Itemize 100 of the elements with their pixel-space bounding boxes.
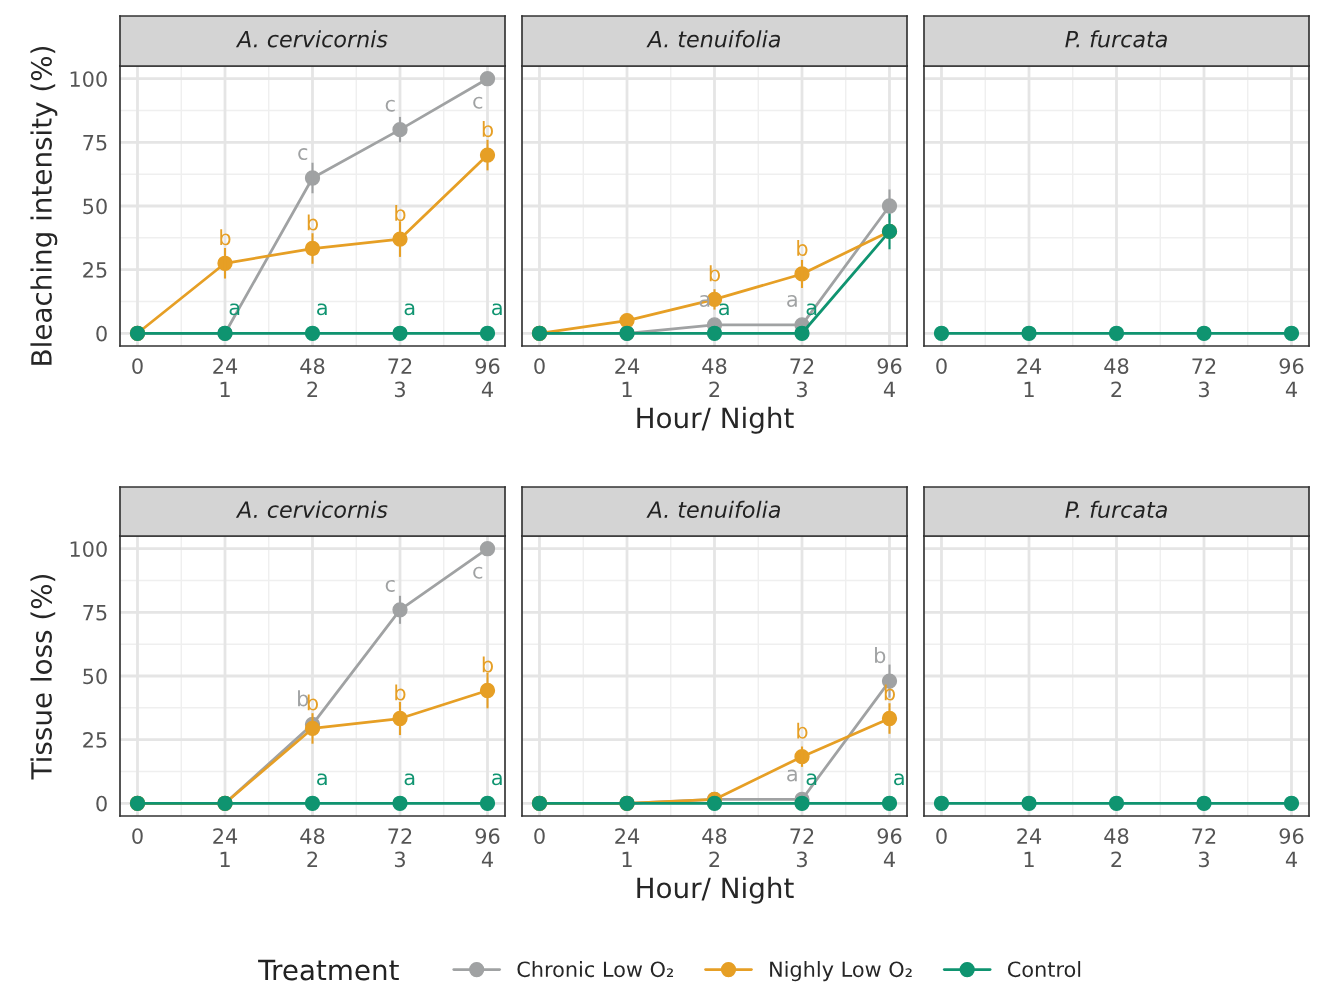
data-label: c — [385, 99, 395, 112]
legend-label: Nighly Low O₂ — [770, 961, 912, 982]
x-tick-label: 0 — [936, 828, 947, 844]
data-label: b — [395, 205, 406, 222]
chart-title: A. tenuifolia — [646, 500, 780, 518]
data-label: a — [787, 294, 797, 307]
x-tick-label: 0 — [132, 358, 143, 374]
point — [706, 325, 723, 341]
data-label: a — [404, 773, 415, 786]
x-tick-label: 72 3 — [790, 358, 814, 398]
y-tick-label: 0 — [96, 795, 107, 812]
legend-label: Chronic Low O₂ — [517, 961, 674, 978]
data-label: c — [473, 566, 483, 579]
data-label: b — [709, 265, 720, 282]
point — [479, 325, 496, 341]
data-label: c — [298, 148, 308, 161]
chart-title: A. cervicornis — [235, 30, 388, 48]
x-tick-label: 48 2 — [1104, 828, 1129, 867]
y-tick-label: 75 — [83, 135, 107, 151]
x-tick-label: 48 2 — [1104, 358, 1129, 397]
data-label: a — [806, 773, 817, 786]
y-axis-title: Bleaching intensity (%) — [30, 46, 58, 365]
x-tick-label: 96 4 — [877, 358, 902, 397]
y-tick-label: 25 — [83, 732, 107, 748]
data-label: a — [317, 303, 327, 316]
y-axis-title: Tissue loss (%) — [30, 574, 56, 780]
data-label: c — [473, 96, 483, 109]
y-tick-label: 50 — [83, 668, 107, 685]
x-tick-label: 24 1 — [615, 358, 640, 397]
point — [794, 795, 810, 811]
point — [392, 325, 408, 341]
data-label: a — [317, 773, 327, 786]
point — [479, 541, 496, 557]
point — [479, 71, 496, 87]
x-tick-label: 48 2 — [300, 358, 325, 397]
point — [392, 795, 408, 811]
x-tick-label: 24 1 — [213, 828, 238, 867]
data-label: a — [229, 303, 240, 316]
x-tick-label: 72 3 — [388, 358, 412, 398]
x-tick-label: 72 3 — [1192, 358, 1216, 398]
data-label: b — [875, 647, 886, 664]
data-label: a — [492, 303, 502, 316]
y-tick-label: 100 — [70, 71, 107, 87]
x-tick-label: 96 4 — [877, 828, 902, 867]
data-label: b — [395, 684, 406, 701]
point — [479, 795, 496, 811]
data-label: b — [482, 656, 493, 673]
x-tick-label: 24 1 — [213, 358, 238, 397]
legend-label: Control — [1007, 961, 1081, 978]
x-tick-label: 48 2 — [300, 828, 325, 867]
point — [881, 795, 898, 811]
x-tick-label: 48 2 — [702, 828, 727, 867]
y-tick-label: 50 — [83, 198, 107, 215]
data-label: b — [307, 214, 318, 231]
x-tick-label: 24 1 — [1017, 358, 1042, 397]
y-tick-label: 75 — [83, 605, 107, 621]
x-tick-label: 72 3 — [790, 828, 814, 868]
y-tick-label: 100 — [70, 541, 107, 557]
point — [706, 795, 723, 811]
x-tick-label: 0 — [534, 358, 545, 374]
x-tick-label: 0 — [534, 828, 545, 844]
x-tick-label: 24 1 — [1017, 828, 1042, 867]
x-axis-title: Hour/ Night — [637, 876, 794, 904]
data-label: b — [220, 229, 231, 246]
y-tick-label: 0 — [96, 325, 107, 342]
data-label: b — [298, 690, 309, 707]
data-label: b — [797, 722, 808, 739]
data-label: b — [482, 121, 493, 138]
data-label: a — [787, 769, 797, 782]
data-label: a — [404, 303, 415, 316]
data-label: a — [492, 773, 502, 786]
chart-title: P. furcata — [1065, 30, 1167, 48]
x-tick-label: 0 — [936, 358, 947, 374]
x-axis-title: Hour/ Night — [637, 406, 794, 434]
chart-title: P. furcata — [1065, 500, 1167, 518]
x-tick-label: 24 1 — [615, 828, 640, 867]
data-label: a — [699, 294, 710, 307]
point — [304, 325, 321, 341]
y-tick-label: 25 — [83, 262, 107, 278]
x-tick-label: 72 3 — [1192, 828, 1216, 868]
x-tick-label: 96 4 — [475, 828, 500, 867]
legend-title: Treatment — [258, 959, 399, 981]
x-tick-label: 96 4 — [1279, 358, 1304, 397]
point — [794, 325, 810, 341]
chart-title: A. cervicornis — [235, 500, 388, 518]
x-tick-label: 48 2 — [702, 358, 727, 397]
data-label: a — [894, 773, 904, 786]
data-label: a — [719, 303, 729, 316]
data-label: a — [806, 303, 817, 316]
x-tick-label: 96 4 — [1279, 828, 1304, 867]
x-tick-label: 96 4 — [475, 358, 500, 397]
data-label: c — [385, 579, 395, 592]
data-label: b — [797, 239, 808, 257]
x-tick-label: 0 — [132, 828, 143, 844]
x-tick-label: 72 3 — [388, 828, 412, 868]
point — [619, 312, 635, 329]
data-label: b — [884, 684, 895, 701]
chart-title: A. tenuifolia — [646, 30, 780, 48]
point — [304, 795, 321, 811]
data-label: b — [307, 694, 318, 711]
